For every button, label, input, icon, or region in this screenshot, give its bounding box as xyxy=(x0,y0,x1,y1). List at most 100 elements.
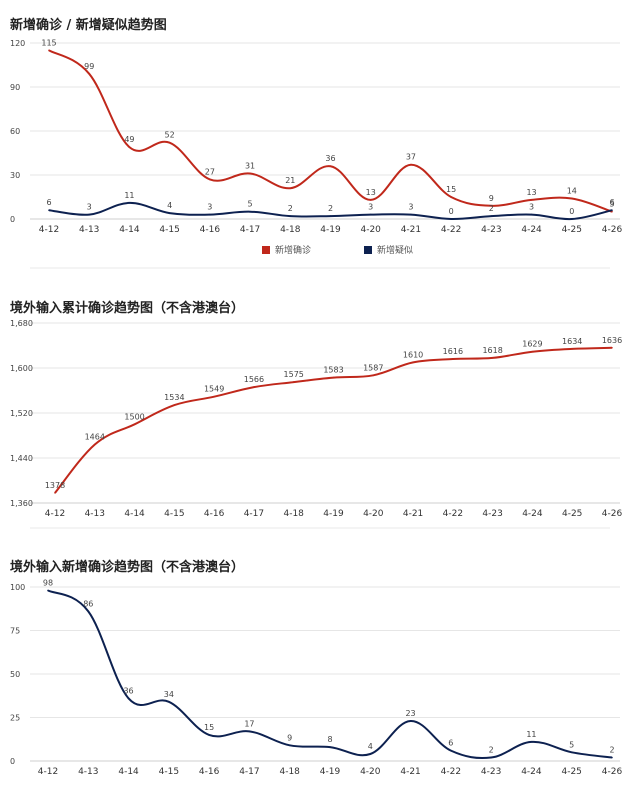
y-tick-label: 100 xyxy=(10,583,25,592)
chart-panel-1: 新增确诊 / 新增疑似趋势图 0 30 60 90 120 4-12 4-13 4-14 4-1… xyxy=(0,0,640,272)
data-label: 1583 xyxy=(323,366,343,375)
x-tick-label: 4-12 xyxy=(45,509,65,519)
data-point xyxy=(571,348,574,350)
data-label: 98 xyxy=(43,578,53,587)
data-point xyxy=(332,376,335,379)
x-tick-label: 4-26 xyxy=(602,767,623,777)
data-label: 2 xyxy=(489,204,494,213)
data-point xyxy=(248,730,251,733)
x-tick-label: 4-22 xyxy=(441,767,461,777)
data-label: 6 xyxy=(609,198,614,207)
data-label: 13 xyxy=(366,188,376,197)
data-point xyxy=(329,165,332,167)
data-label: 1566 xyxy=(244,375,264,384)
data-point xyxy=(168,701,170,703)
x-tick-label: 4-13 xyxy=(78,767,98,777)
data-label: 15 xyxy=(446,185,456,194)
data-point xyxy=(209,178,211,181)
data-label: 34 xyxy=(164,690,174,699)
data-point xyxy=(208,734,210,736)
x-tick-label: 4-18 xyxy=(283,509,304,519)
data-label: 9 xyxy=(287,733,292,742)
data-point xyxy=(490,205,493,207)
x-tick-label: 4-18 xyxy=(280,225,301,235)
x-tick-label: 4-23 xyxy=(481,767,501,777)
data-point xyxy=(570,751,573,754)
data-label: 6 xyxy=(46,198,51,207)
x-tick-label: 4-22 xyxy=(443,509,463,519)
data-point xyxy=(289,187,292,189)
data-point xyxy=(450,196,452,198)
x-tick-label: 4-23 xyxy=(482,509,502,519)
data-point xyxy=(47,589,49,592)
x-tick-label: 4-13 xyxy=(85,509,105,519)
data-point xyxy=(93,443,96,446)
data-label: 17 xyxy=(244,719,254,728)
data-point xyxy=(611,756,613,759)
data-label: 0 xyxy=(449,207,454,216)
x-tick-label: 4-17 xyxy=(239,767,259,777)
data-label: 27 xyxy=(205,167,215,176)
x-tick-label: 4-21 xyxy=(401,225,421,235)
data-label: 86 xyxy=(83,599,93,608)
data-point xyxy=(88,213,91,216)
data-point xyxy=(369,199,372,201)
data-label: 0 xyxy=(569,207,574,216)
data-label: 14 xyxy=(567,186,577,195)
y-tick-label: 1,600 xyxy=(10,364,33,373)
data-label: 3 xyxy=(207,203,212,212)
x-tick-label: 4-18 xyxy=(279,767,300,777)
x-tick-label: 4-12 xyxy=(38,767,58,777)
data-label: 1500 xyxy=(124,412,144,421)
data-point xyxy=(369,753,372,755)
legend-swatch xyxy=(364,246,372,254)
chart-title-1: 新增确诊 / 新增疑似趋势图 xyxy=(10,18,167,33)
chart-title-3: 境外输入新增确诊趋势图（不含港澳台） xyxy=(10,560,245,575)
data-label: 5 xyxy=(248,200,253,209)
data-point xyxy=(409,720,412,722)
x-tick-label: 4-19 xyxy=(320,225,341,235)
data-label: 13 xyxy=(526,188,536,197)
data-point xyxy=(530,199,533,201)
x-tick-label: 4-14 xyxy=(119,225,140,235)
data-point xyxy=(249,172,251,175)
data-label: 2 xyxy=(328,204,333,213)
x-tick-label: 4-21 xyxy=(403,509,423,519)
data-label: 1629 xyxy=(522,340,542,349)
data-label: 31 xyxy=(245,162,255,171)
data-point xyxy=(450,749,452,752)
data-label: 1616 xyxy=(443,347,463,356)
chart-panel-2: 境外输入累计确诊趋势图（不含港澳台） 1,360 1,440 1,520 1,600 1… xyxy=(10,301,622,529)
y-tick-label: 50 xyxy=(10,670,20,679)
x-tick-label: 4-15 xyxy=(159,767,179,777)
data-label: 99 xyxy=(84,62,94,71)
data-label: 11 xyxy=(526,730,536,739)
data-point xyxy=(490,215,493,217)
data-label: 1464 xyxy=(85,433,105,442)
data-label: 11 xyxy=(124,191,134,200)
data-point xyxy=(570,218,573,220)
legend-swatch xyxy=(262,246,270,254)
data-label: 2 xyxy=(489,746,494,755)
data-point xyxy=(450,218,452,220)
data-label: 9 xyxy=(489,194,494,203)
data-label: 2 xyxy=(609,746,614,755)
data-label: 21 xyxy=(285,176,295,185)
y-tick-label: 1,680 xyxy=(10,319,33,328)
x-tick-label: 4-16 xyxy=(204,509,225,519)
legend-item: 新增疑似 xyxy=(364,244,413,256)
x-tick-label: 4-17 xyxy=(240,225,260,235)
data-label: 1636 xyxy=(602,336,622,345)
y-tick-label: 1,360 xyxy=(10,499,33,508)
data-point xyxy=(410,213,412,216)
data-point xyxy=(133,423,136,426)
legend-label: 新增疑似 xyxy=(377,244,413,256)
data-label: 37 xyxy=(406,153,416,162)
x-tick-label: 4-20 xyxy=(360,225,381,235)
data-point xyxy=(570,197,573,200)
data-label: 1634 xyxy=(562,337,582,346)
data-point xyxy=(491,357,494,359)
x-tick-label: 4-26 xyxy=(602,225,623,235)
x-tick-label: 4-24 xyxy=(521,225,542,235)
